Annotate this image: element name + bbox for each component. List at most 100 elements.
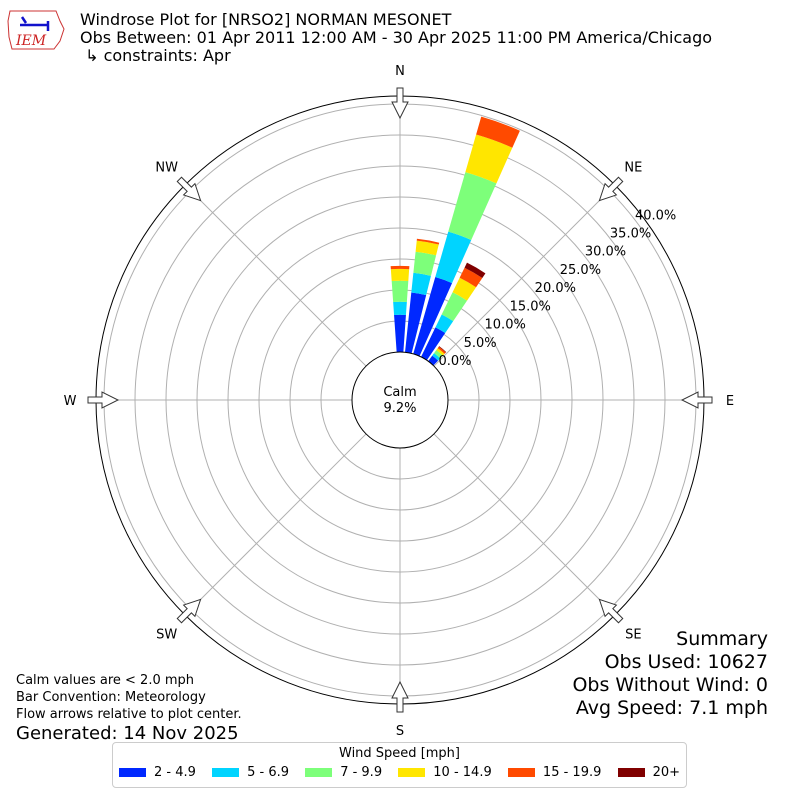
windrose-bar-segment: [413, 276, 453, 357]
windrose-bar-segment: [413, 251, 437, 276]
windrose-bar-segment: [459, 267, 483, 288]
windrose-bar-segment: [435, 314, 454, 333]
title-line-2: Obs Between: 01 Apr 2011 12:00 AM - 30 A…: [80, 28, 713, 47]
windrose-bar-segment: [421, 327, 446, 361]
windrose-bar-segment: [476, 116, 520, 148]
windrose-bar-segment: [434, 350, 443, 359]
legend-label: 2 - 4.9: [154, 765, 196, 780]
legend-swatch: [305, 768, 333, 777]
calm-label: Calm: [383, 385, 416, 400]
title-line-1: Windrose Plot for [NRSO2] NORMAN MESONET: [80, 10, 452, 29]
summary: Summary Obs Used: 10627 Obs Without Wind…: [572, 628, 768, 720]
legend-label: 10 - 14.9: [433, 765, 492, 780]
flow-arrow-icon: [87, 391, 120, 409]
radial-tick-label: 30.0%: [585, 245, 626, 260]
flow-arrow-icon: [176, 598, 202, 624]
legend-item: 15 - 19.9: [507, 765, 602, 780]
radial-tick-label: 5.0%: [464, 336, 497, 351]
windrose-bar-segment: [416, 238, 440, 245]
svg-text:IEM: IEM: [15, 33, 47, 49]
arrow-shape: [176, 598, 202, 624]
obs-without-wind: Obs Without Wind: 0: [572, 674, 768, 696]
radial-tick-label: 25.0%: [560, 263, 601, 278]
flow-note: Flow arrows relative to plot center.: [16, 707, 242, 722]
flow-arrow-icon: [391, 87, 409, 120]
direction-label-s: S: [396, 724, 404, 739]
windrose-bar-segment: [448, 172, 497, 241]
arrow-shape: [598, 176, 624, 202]
radial-tick-label: 40.0%: [635, 208, 676, 223]
windrose-bar-segment: [464, 262, 486, 278]
flow-arrow-icon: [680, 391, 713, 409]
arrow-shape: [680, 391, 713, 409]
windrose-bar-segment: [435, 231, 472, 284]
calm-circle: [351, 351, 449, 449]
legend-swatch: [119, 768, 146, 777]
windrose-bar-segment: [465, 134, 513, 184]
direction-label-ne: NE: [624, 161, 642, 176]
windrose-bar-segment: [437, 346, 446, 354]
legend-item: 20+: [617, 765, 680, 780]
notes: Calm values are < 2.0 mph Bar Convention…: [16, 672, 242, 745]
iem-logo: IEM: [7, 10, 65, 50]
calm-value: 9.2%: [383, 401, 416, 416]
grid-spoke: [433, 184, 616, 367]
windrose-bar-segment: [390, 265, 410, 270]
arrow-shape: [176, 176, 202, 202]
legend-item: 10 - 14.9: [398, 765, 492, 780]
legend-swatch: [617, 768, 645, 777]
arrow-shape: [598, 598, 624, 624]
calm-note: Calm values are < 2.0 mph: [16, 673, 195, 688]
windrose-bar-segment: [438, 346, 447, 353]
grid-spoke: [184, 184, 367, 367]
legend: Wind Speed [mph] 2 - 4.9 5 - 6.9 7 - 9.9 10…: [112, 742, 687, 788]
legend-swatch: [212, 768, 240, 777]
radial-tick-label: 35.0%: [610, 226, 651, 241]
direction-label-nw: NW: [155, 161, 178, 176]
summary-title: Summary: [676, 628, 768, 650]
avg-speed: Avg Speed: 7.1 mph: [575, 697, 768, 719]
flow-arrow-icon: [176, 176, 202, 202]
windrose-bar-segment: [393, 301, 407, 316]
windrose-bar-segment: [432, 353, 441, 361]
legend-swatch: [507, 768, 535, 777]
generated-date: Generated: 14 Nov 2025: [16, 723, 239, 744]
arrow-shape: [87, 391, 120, 409]
direction-label-se: SE: [625, 627, 641, 642]
arrow-shape: [391, 87, 409, 120]
legend-title: Wind Speed [mph]: [339, 746, 460, 761]
windrose-bar-segment: [405, 292, 427, 354]
legend-item: 2 - 4.9: [119, 765, 196, 780]
radial-tick-label: 15.0%: [510, 299, 551, 314]
windrose-bar-segment: [394, 314, 406, 353]
direction-label-e: E: [726, 394, 734, 409]
flow-arrow-icon: [391, 680, 409, 713]
legend-item: 7 - 9.9: [305, 765, 382, 780]
radial-tick-label: 0.0%: [438, 354, 471, 369]
windrose-bar-segment: [411, 272, 431, 296]
direction-label-n: N: [395, 64, 405, 79]
legend-swatch: [398, 768, 426, 777]
windrose-bar-segment: [391, 280, 409, 303]
flow-arrow-icon: [598, 598, 624, 624]
legend-label: 20+: [652, 765, 680, 780]
windrose-bar-segment: [390, 268, 410, 281]
constraints-line: ↳ constraints: Apr: [80, 46, 231, 65]
chart-title: Windrose Plot for [NRSO2] NORMAN MESONET…: [80, 11, 712, 65]
legend-label: 7 - 9.9: [340, 765, 383, 780]
windrose-bar-segment: [436, 348, 445, 356]
windrose-bar-segment: [441, 292, 468, 322]
grid-spoke: [433, 433, 616, 616]
convention-note: Bar Convention: Meteorology: [16, 690, 206, 705]
direction-label-sw: SW: [156, 627, 177, 642]
radial-tick-label: 20.0%: [535, 281, 576, 296]
arrow-shape: [391, 680, 409, 713]
flow-arrow-icon: [598, 176, 624, 202]
direction-label-w: W: [64, 394, 77, 409]
radial-tick-label: 10.0%: [485, 318, 526, 333]
grid-spoke: [184, 433, 367, 616]
legend-item: 5 - 6.9: [212, 765, 289, 780]
legend-label: 15 - 19.9: [542, 765, 602, 780]
windrose-bar-segment: [415, 240, 439, 256]
